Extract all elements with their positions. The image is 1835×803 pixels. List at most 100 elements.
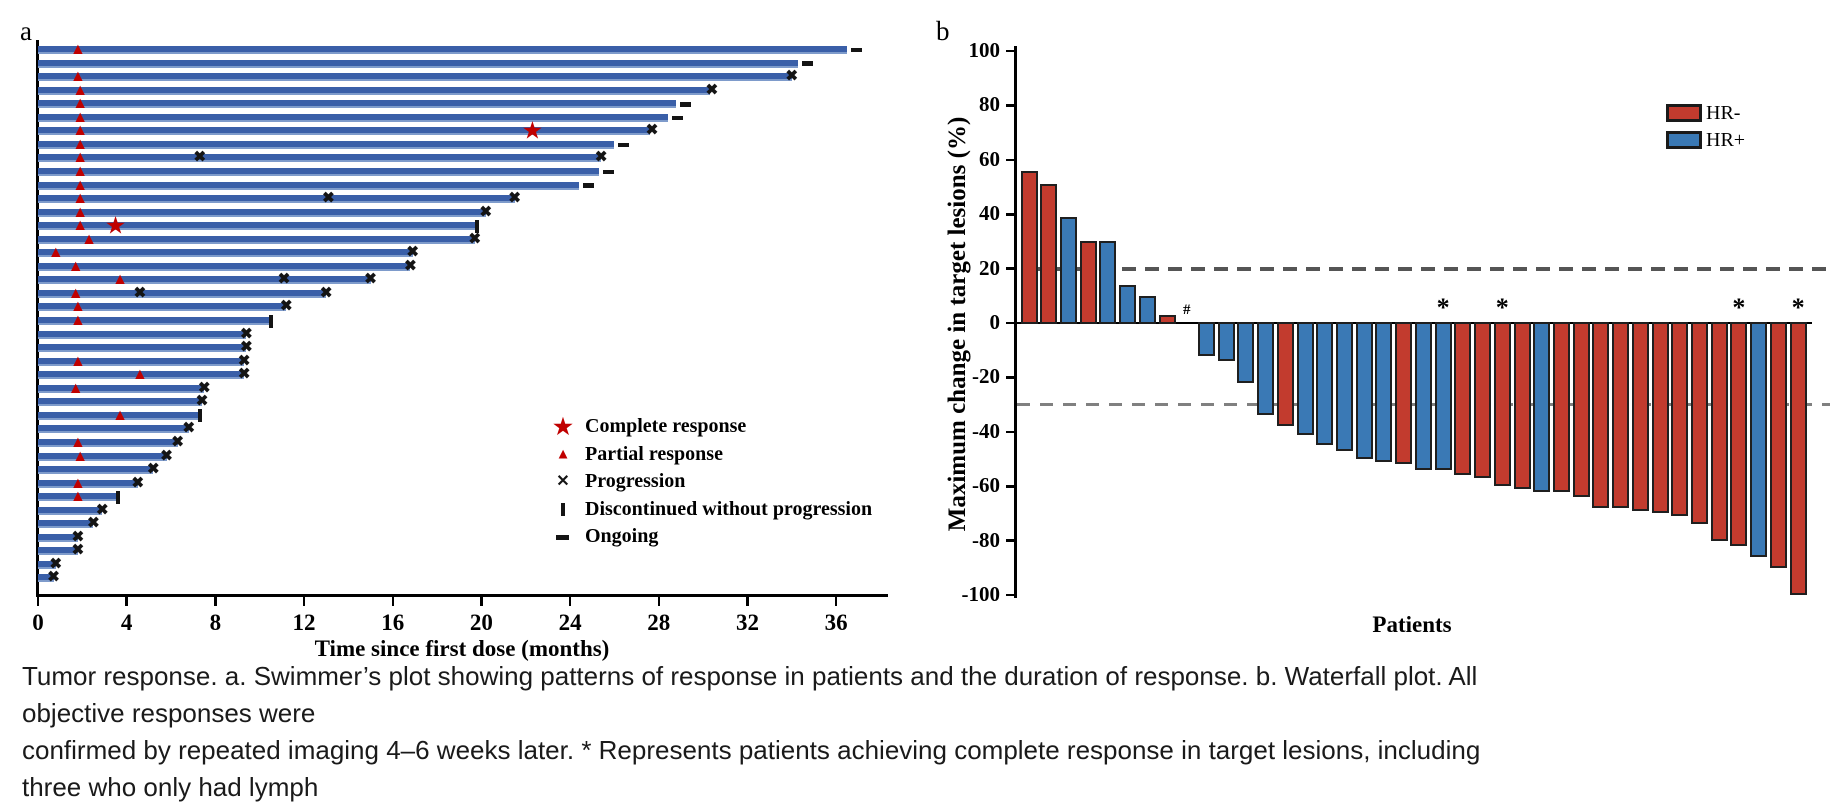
panel-a-x-tick — [391, 597, 395, 606]
swimmer-bar — [38, 574, 54, 583]
partial-response-marker: ▲ — [69, 352, 86, 370]
legend-discontinued-bar-icon — [561, 503, 566, 517]
progression-marker: ✖ — [95, 502, 109, 519]
progression-marker: ✖ — [785, 68, 799, 85]
waterfall-bar-hr-positive — [1355, 322, 1373, 459]
swimmer-bar — [38, 398, 203, 407]
progression-marker: ✖ — [146, 461, 160, 478]
waterfall-bar-hr-negative — [1454, 322, 1472, 476]
partial-response-marker: ▲ — [72, 162, 89, 180]
ongoing-marker — [582, 183, 594, 188]
progression-marker: ✖ — [87, 515, 100, 532]
caption-line-2: confirmed by repeated imaging 4–6 weeks … — [22, 735, 1481, 802]
waterfall-bar-hr-positive — [1119, 284, 1137, 324]
legend-item-label: HR+ — [1706, 129, 1746, 151]
waterfall-bar-hr-positive — [1099, 241, 1117, 324]
partial-response-marker: ▲ — [72, 217, 89, 235]
panel-a-x-axis-title: Time since first dose (months) — [314, 636, 610, 661]
progression-marker: ✖ — [277, 271, 291, 288]
panel-b-y-tick — [1006, 49, 1015, 53]
progression-marker: ✖ — [133, 285, 147, 302]
panel-b-y-tick — [1006, 267, 1015, 270]
swimmer-bar — [38, 208, 486, 217]
panel-b-y-tick-label: 40 — [979, 201, 1000, 226]
panel-b-y-axis-title: Maximum change in target lesions (%) — [944, 116, 971, 532]
panel-b-y-tick — [1006, 213, 1015, 216]
partial-response-marker: ▲ — [72, 176, 89, 194]
panel-a-y-axis-line — [36, 40, 39, 597]
waterfall-bar-hr-negative — [1572, 322, 1590, 498]
progression-marker: ✖ — [404, 258, 417, 275]
swimmer-bar — [38, 493, 118, 502]
swimmer-bar — [38, 195, 515, 204]
progression-marker: ✖ — [49, 556, 63, 573]
waterfall-bar-hr-negative — [1040, 184, 1058, 324]
waterfall-bar-hr-positive — [1750, 322, 1768, 557]
swimmer-bar — [38, 506, 103, 515]
panel-a-x-tick — [657, 597, 661, 606]
waterfall-bar-hr-negative — [1651, 322, 1669, 514]
legend-item-label: Discontinued without progression — [585, 497, 873, 520]
panel-b-y-tick-label: 80 — [979, 92, 1000, 117]
waterfall-bar-hr-negative — [1079, 241, 1097, 324]
waterfall-bar-hr-positive — [1138, 295, 1156, 324]
swimmer-bar — [38, 425, 189, 434]
panel-a-x-tick-label: 28 — [647, 610, 671, 635]
ongoing-marker — [680, 102, 692, 107]
panel-b-y-tick — [1006, 485, 1015, 488]
panel-b-zero-line — [1017, 321, 1812, 325]
panel-a-x-tick-label: 16 — [381, 610, 405, 635]
swimmer-bar — [38, 181, 579, 190]
panel-b-y-tick-label: -80 — [972, 527, 1000, 552]
partial-response-marker: ▲ — [69, 474, 86, 492]
partial-response-marker: ▲ — [69, 488, 86, 506]
progression-marker: ✖ — [171, 434, 184, 451]
waterfall-bar-hr-positive — [1375, 322, 1393, 462]
waterfall-bar-hr-positive — [1434, 322, 1452, 470]
partial-response-marker: ▲ — [112, 271, 128, 289]
partial-response-marker: ▲ — [69, 41, 86, 58]
waterfall-bar-hr-negative — [1789, 322, 1807, 595]
swimmer-plot: ▲ ▲ ✖ ▲ ✖ ▲ ▲ ▲ ★ ✖ ▲ ▲ ✖ ✖ ▲ ▲ ▲ ✖ ✖ ▲ ✖ ▲ ★ ▲ ✖ ▲ ✖ ▲ ✖ ▲ ✖ ✖ ▲ ✖ ✖ ▲ ✖ ▲ ✖ ✖… — [0, 0, 920, 660]
panel-a-x-tick-label: 0 — [32, 610, 44, 635]
complete-response-asterisk: * — [1436, 293, 1450, 322]
waterfall-bar-hr-negative — [1474, 322, 1492, 479]
partial-response-marker: ▲ — [67, 379, 84, 397]
partial-response-marker: ▲ — [72, 122, 89, 140]
partial-response-marker: ▲ — [72, 149, 89, 167]
partial-response-marker: ▲ — [72, 190, 89, 208]
discontinued-marker — [197, 409, 203, 423]
complete-response-marker: ★ — [106, 213, 126, 238]
panel-b-y-tick — [1006, 539, 1015, 542]
partial-response-marker: ▲ — [67, 284, 84, 302]
legend-complete-response-star-icon: ★ — [553, 414, 573, 439]
panel-b-y-tick-label: 60 — [979, 146, 1000, 171]
progression-marker: ✖ — [705, 82, 719, 99]
legend-item-label: Complete response — [585, 415, 747, 437]
waterfall-bar-hr-negative — [1020, 170, 1038, 324]
swimmer-bar — [38, 276, 371, 285]
waterfall-bar-hr-negative — [1493, 322, 1511, 487]
waterfall-bar-hr-positive — [1316, 322, 1334, 446]
swimmer-bar — [38, 547, 78, 556]
progression-marker: ✖ — [237, 353, 251, 370]
partial-response-marker: ▲ — [72, 447, 89, 465]
waterfall-bar-hr-negative — [1671, 322, 1689, 517]
partial-response-marker: ▲ — [132, 366, 148, 384]
swimmer-bar — [38, 113, 668, 122]
discontinued-marker — [474, 219, 480, 233]
panel-a-x-tick — [568, 597, 572, 606]
waterfall-bar-hr-positive — [1533, 322, 1551, 492]
panel-b-y-tick-label: -100 — [961, 582, 1001, 606]
progression-marker: ✖ — [240, 326, 253, 343]
panel-a-x-tick-label: 4 — [120, 610, 133, 635]
swimmer-bar — [38, 86, 710, 95]
progression-marker: ✖ — [645, 122, 659, 139]
waterfall-plot: 100 80 60 40 20 0 -20 -40 -60 -80 -100 # * * * * HR- HR+ — [900, 0, 1835, 660]
complete-response-asterisk: * — [1732, 293, 1746, 322]
swimmer-bar — [38, 303, 287, 312]
panel-a-x-tick — [125, 597, 128, 606]
panel-b-y-tick-label: -20 — [972, 364, 1000, 389]
panel-b-y-axis-line — [1014, 46, 1018, 598]
panel-a-label: a — [20, 16, 32, 46]
